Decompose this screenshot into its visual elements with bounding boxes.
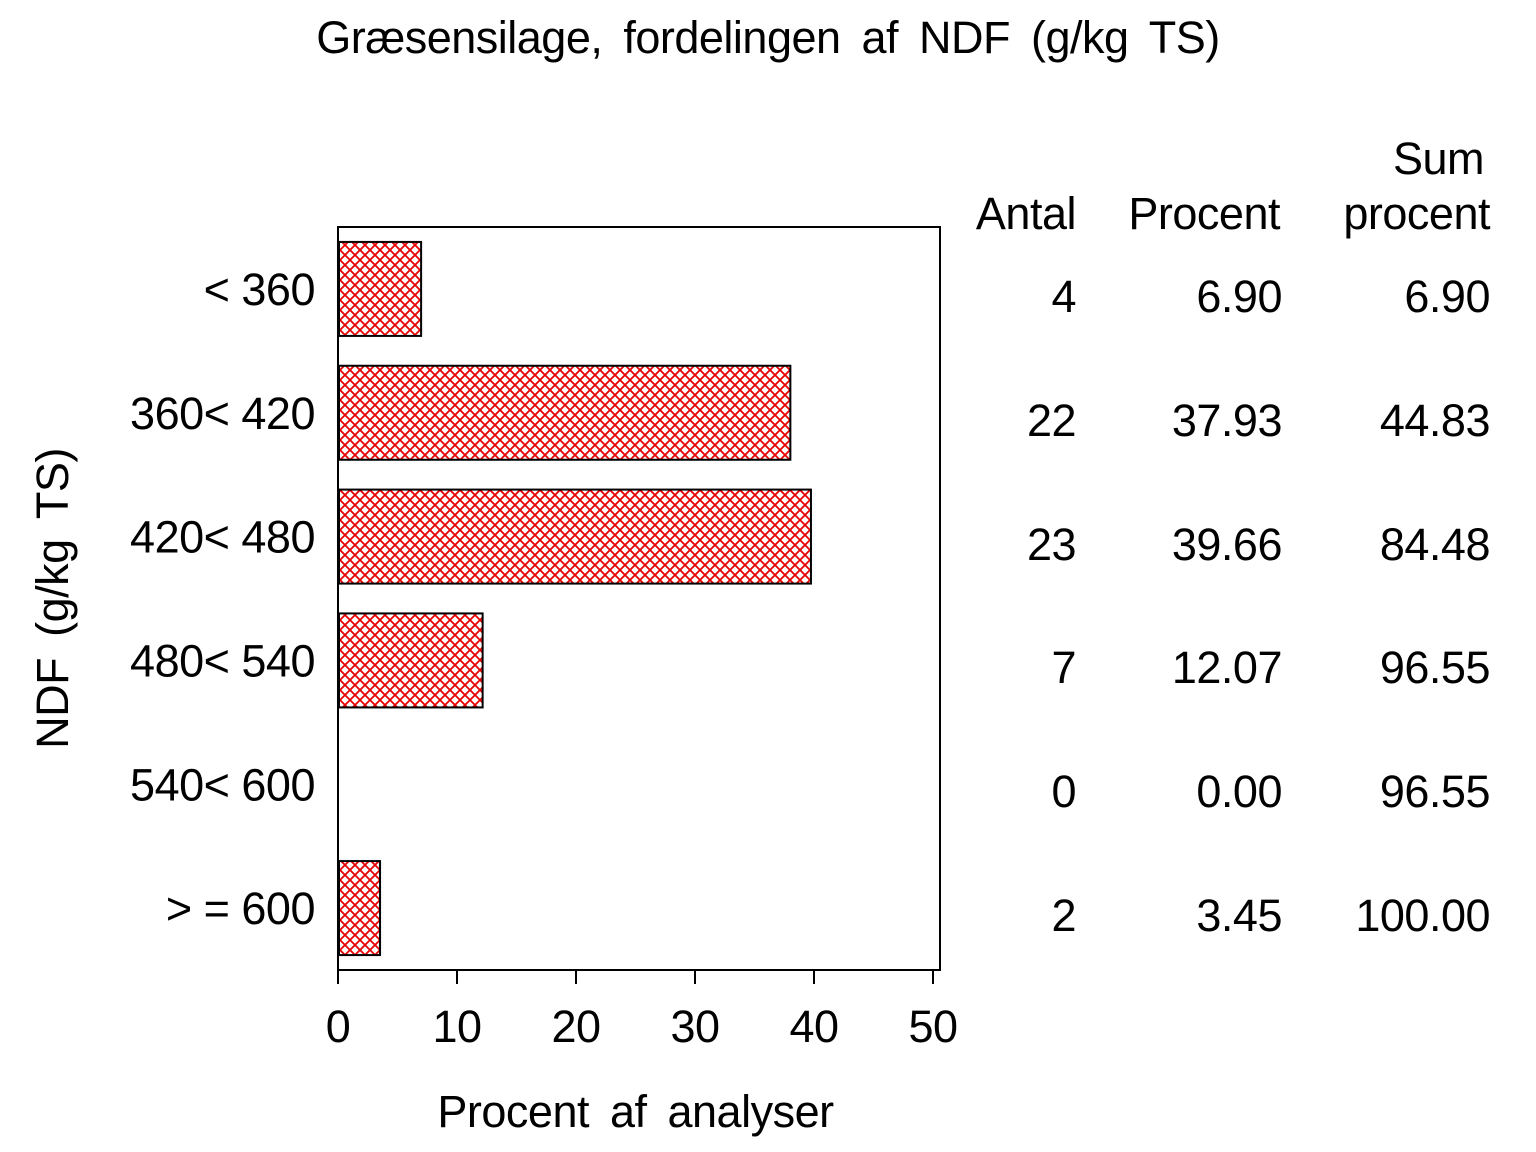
- cell-procent: 6.90: [1196, 270, 1282, 322]
- cell-antal: 4: [1051, 270, 1076, 322]
- table-header-procent: Procent: [1128, 188, 1280, 239]
- cell-antal: 0: [1051, 766, 1076, 818]
- cell-sum-procent: 96.55: [1379, 766, 1491, 818]
- y-tick-label-2: 420< 480: [130, 512, 315, 563]
- bar-1: [338, 364, 792, 461]
- cell-sum-procent: 44.83: [1379, 394, 1491, 446]
- table-header-sum-line1: Sum: [1392, 133, 1485, 184]
- y-axis-title: NDF (g/kg TS): [27, 448, 78, 749]
- cell-sum-procent: 84.48: [1379, 518, 1491, 570]
- cell-antal: 7: [1051, 642, 1076, 694]
- bar-2: [338, 488, 812, 585]
- x-axis-title: Procent af analyser: [437, 1086, 834, 1137]
- cell-procent: 39.66: [1171, 518, 1283, 570]
- y-tick-label-4: 540< 600: [130, 759, 315, 810]
- cell-procent: 0.00: [1196, 766, 1282, 818]
- bar-0: [338, 240, 423, 337]
- plot-frame: [337, 226, 941, 971]
- x-tick-label-1: 10: [432, 1001, 481, 1052]
- chart-title: Græsensilage, fordelingen af NDF (g/kg T…: [316, 12, 1220, 63]
- x-tick-label-5: 50: [908, 1001, 957, 1052]
- x-tick-label-4: 40: [789, 1001, 838, 1052]
- cell-antal: 2: [1051, 890, 1076, 942]
- cell-antal: 22: [1026, 394, 1077, 446]
- x-tick-label-0: 0: [326, 1001, 351, 1052]
- cell-sum-procent: 6.90: [1404, 270, 1490, 322]
- cell-procent: 37.93: [1171, 394, 1283, 446]
- cell-procent: 12.07: [1171, 642, 1283, 694]
- bar-5: [338, 860, 382, 957]
- x-tick-label-2: 20: [551, 1001, 600, 1052]
- y-tick-label-1: 360< 420: [130, 388, 315, 439]
- cell-antal: 23: [1026, 518, 1077, 570]
- table-header-antal: Antal: [975, 188, 1077, 239]
- bar-3: [338, 612, 484, 709]
- cell-sum-procent: 100.00: [1355, 890, 1490, 942]
- y-tick-label-0: < 360: [204, 264, 315, 315]
- y-tick-label-5: > = 600: [166, 883, 315, 934]
- cell-sum-procent: 96.55: [1379, 642, 1491, 694]
- table-header-sum-line2: procent: [1343, 188, 1490, 239]
- cell-procent: 3.45: [1196, 890, 1282, 942]
- y-tick-label-3: 480< 540: [130, 635, 315, 686]
- x-tick-label-3: 30: [670, 1001, 719, 1052]
